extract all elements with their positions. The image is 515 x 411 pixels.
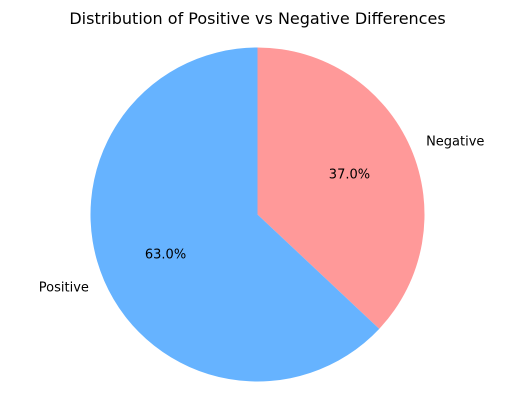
pct-label-negative: 37.0% (329, 168, 370, 183)
slice-label-positive: Positive (39, 280, 89, 295)
slices-layer (90, 47, 425, 382)
slice-label-negative: Negative (426, 135, 484, 150)
labels-layer: 37.0% Negative 63.0% Positive (39, 135, 485, 296)
pie-slice-positive (90, 47, 380, 382)
pct-label-positive: 63.0% (145, 247, 186, 262)
pie-slice-negative (257, 47, 425, 329)
chart-title: Distribution of Positive vs Negative Dif… (69, 9, 445, 28)
